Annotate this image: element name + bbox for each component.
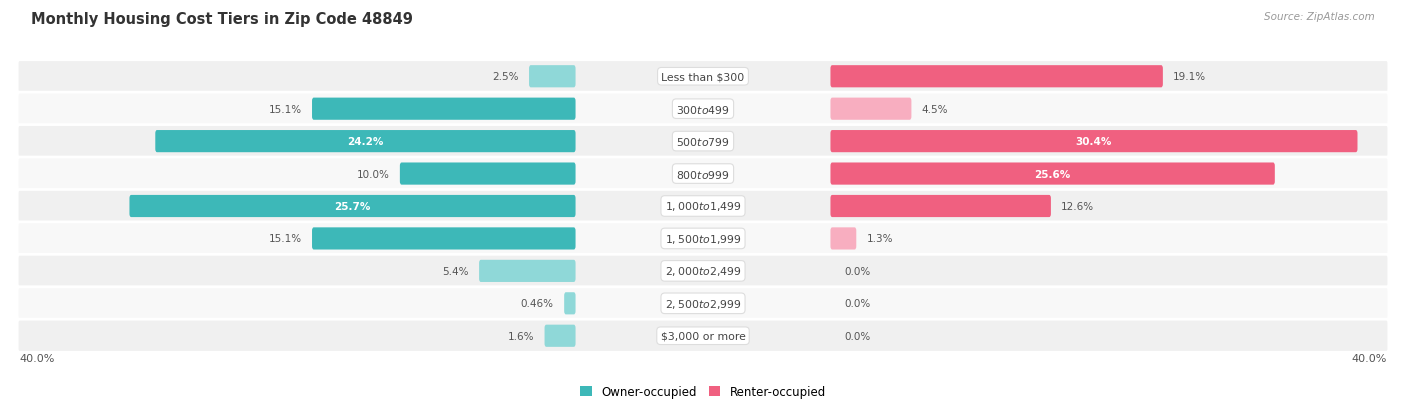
FancyBboxPatch shape bbox=[831, 98, 911, 121]
Text: $300 to $499: $300 to $499 bbox=[676, 103, 730, 115]
Text: 15.1%: 15.1% bbox=[269, 104, 302, 114]
FancyBboxPatch shape bbox=[155, 131, 575, 153]
FancyBboxPatch shape bbox=[831, 163, 1275, 185]
FancyBboxPatch shape bbox=[17, 190, 1389, 223]
FancyBboxPatch shape bbox=[312, 228, 575, 250]
FancyBboxPatch shape bbox=[831, 195, 1050, 218]
FancyBboxPatch shape bbox=[129, 195, 575, 218]
Text: 5.4%: 5.4% bbox=[443, 266, 468, 276]
Text: $3,000 or more: $3,000 or more bbox=[661, 331, 745, 341]
Text: 0.0%: 0.0% bbox=[844, 299, 870, 309]
Text: 19.1%: 19.1% bbox=[1173, 72, 1206, 82]
Text: $1,500 to $1,999: $1,500 to $1,999 bbox=[665, 233, 741, 245]
Legend: Owner-occupied, Renter-occupied: Owner-occupied, Renter-occupied bbox=[579, 385, 827, 399]
Text: $500 to $799: $500 to $799 bbox=[676, 136, 730, 148]
Text: $1,000 to $1,499: $1,000 to $1,499 bbox=[665, 200, 741, 213]
Text: 2.5%: 2.5% bbox=[492, 72, 519, 82]
Text: 1.6%: 1.6% bbox=[508, 331, 534, 341]
FancyBboxPatch shape bbox=[312, 98, 575, 121]
Text: 25.6%: 25.6% bbox=[1035, 169, 1071, 179]
FancyBboxPatch shape bbox=[17, 125, 1389, 158]
Text: $800 to $999: $800 to $999 bbox=[676, 168, 730, 180]
Text: 15.1%: 15.1% bbox=[269, 234, 302, 244]
Text: 40.0%: 40.0% bbox=[1351, 354, 1386, 363]
Text: 1.3%: 1.3% bbox=[866, 234, 893, 244]
Text: $2,000 to $2,499: $2,000 to $2,499 bbox=[665, 265, 741, 278]
FancyBboxPatch shape bbox=[831, 131, 1358, 153]
Text: 0.46%: 0.46% bbox=[520, 299, 554, 309]
Text: 40.0%: 40.0% bbox=[20, 354, 55, 363]
FancyBboxPatch shape bbox=[831, 66, 1163, 88]
Text: Less than $300: Less than $300 bbox=[661, 72, 745, 82]
Text: 30.4%: 30.4% bbox=[1076, 137, 1112, 147]
FancyBboxPatch shape bbox=[17, 319, 1389, 352]
FancyBboxPatch shape bbox=[544, 325, 575, 347]
FancyBboxPatch shape bbox=[17, 287, 1389, 320]
FancyBboxPatch shape bbox=[17, 222, 1389, 255]
FancyBboxPatch shape bbox=[564, 292, 575, 315]
Text: 0.0%: 0.0% bbox=[844, 266, 870, 276]
Text: 0.0%: 0.0% bbox=[844, 331, 870, 341]
Text: 10.0%: 10.0% bbox=[357, 169, 389, 179]
Text: 4.5%: 4.5% bbox=[922, 104, 948, 114]
Text: 12.6%: 12.6% bbox=[1062, 202, 1094, 211]
Text: $2,500 to $2,999: $2,500 to $2,999 bbox=[665, 297, 741, 310]
Text: Source: ZipAtlas.com: Source: ZipAtlas.com bbox=[1264, 12, 1375, 22]
Text: 25.7%: 25.7% bbox=[335, 202, 371, 211]
Text: Monthly Housing Cost Tiers in Zip Code 48849: Monthly Housing Cost Tiers in Zip Code 4… bbox=[31, 12, 413, 27]
Text: 24.2%: 24.2% bbox=[347, 137, 384, 147]
FancyBboxPatch shape bbox=[399, 163, 575, 185]
FancyBboxPatch shape bbox=[17, 93, 1389, 126]
FancyBboxPatch shape bbox=[17, 158, 1389, 191]
FancyBboxPatch shape bbox=[17, 61, 1389, 94]
FancyBboxPatch shape bbox=[17, 255, 1389, 288]
FancyBboxPatch shape bbox=[831, 228, 856, 250]
FancyBboxPatch shape bbox=[529, 66, 575, 88]
FancyBboxPatch shape bbox=[479, 260, 575, 282]
